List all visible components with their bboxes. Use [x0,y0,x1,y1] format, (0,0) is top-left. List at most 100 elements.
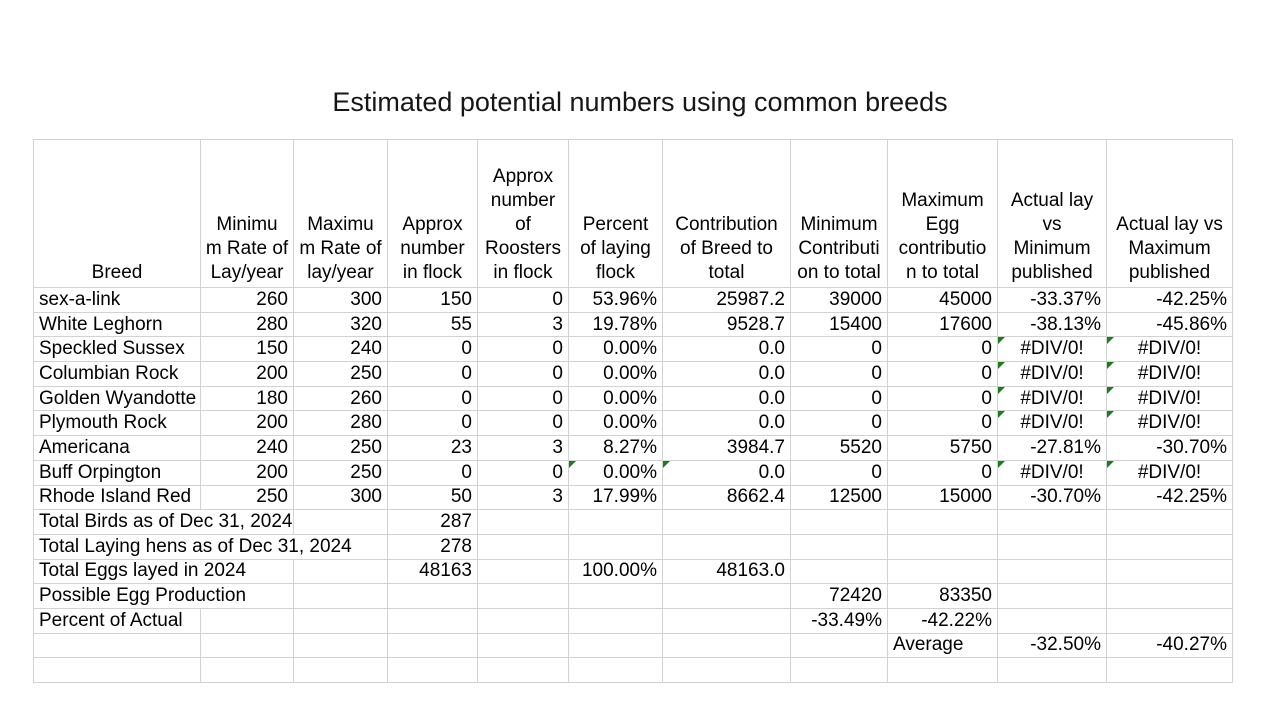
table-cell[interactable] [477,632,569,659]
table-cell[interactable]: 3 [477,484,569,511]
table-cell[interactable] [293,607,388,634]
table-cell[interactable] [997,558,1107,585]
table-cell[interactable] [200,632,294,659]
table-cell[interactable] [1106,509,1233,535]
table-cell[interactable] [662,632,791,659]
table-cell[interactable]: 72420 [790,583,888,609]
table-cell[interactable] [568,607,663,634]
table-cell[interactable] [887,657,998,683]
table-cell[interactable]: Possible Egg Production [33,583,294,609]
table-cell[interactable]: 8662.4 [662,484,791,511]
table-cell[interactable]: Plymouth Rock [33,410,201,437]
table-cell[interactable]: 15400 [790,311,888,338]
table-cell[interactable] [1106,583,1233,609]
table-cell[interactable]: -42.25% [1106,484,1233,511]
table-cell[interactable]: Percent of Actual [33,607,201,634]
table-cell[interactable] [662,509,791,535]
table-cell[interactable]: 280 [200,311,294,338]
table-cell[interactable] [1106,657,1233,683]
table-cell[interactable] [477,509,569,535]
table-cell[interactable]: 260 [293,385,388,412]
table-cell[interactable] [387,583,478,609]
table-cell[interactable] [477,583,569,609]
table-cell[interactable]: 0 [887,385,998,412]
column-header-flock-number[interactable]: Approx number in flock [387,139,478,288]
table-cell[interactable]: #DIV/0! [997,459,1107,486]
table-cell[interactable]: 240 [293,336,388,363]
column-header-breed[interactable]: Breed [33,139,201,288]
table-cell[interactable]: -38.13% [997,311,1107,338]
table-cell[interactable] [33,657,201,683]
table-cell[interactable] [1106,533,1233,560]
table-cell[interactable] [200,657,294,683]
table-cell[interactable]: 250 [293,361,388,387]
table-cell[interactable]: 0.0 [662,459,791,486]
table-cell[interactable] [477,607,569,634]
table-cell[interactable]: 240 [200,435,294,461]
table-cell[interactable] [477,533,569,560]
table-cell[interactable]: 3984.7 [662,435,791,461]
table-cell[interactable] [387,607,478,634]
table-cell[interactable]: 48163.0 [662,558,791,585]
table-cell[interactable]: 300 [293,484,388,511]
table-cell[interactable]: 39000 [790,287,888,313]
table-cell[interactable]: #DIV/0! [1106,336,1233,363]
column-header-percent-laying[interactable]: Percent of laying flock [568,139,663,288]
table-cell[interactable] [662,607,791,634]
table-cell[interactable]: 12500 [790,484,888,511]
table-cell[interactable] [33,632,201,659]
table-cell[interactable] [1106,558,1233,585]
table-cell[interactable]: 0 [477,287,569,313]
table-cell[interactable]: 83350 [887,583,998,609]
table-cell[interactable]: Average [887,632,998,659]
table-cell[interactable]: 0 [790,361,888,387]
table-cell[interactable]: -45.86% [1106,311,1233,338]
table-cell[interactable]: 0 [790,459,888,486]
table-cell[interactable]: 0 [477,385,569,412]
table-cell[interactable]: Speckled Sussex [33,336,201,363]
table-cell[interactable]: 9528.7 [662,311,791,338]
table-cell[interactable] [887,509,998,535]
table-cell[interactable]: #DIV/0! [997,336,1107,363]
table-cell[interactable] [477,657,569,683]
table-cell[interactable] [790,558,888,585]
table-cell[interactable]: 150 [387,287,478,313]
table-cell[interactable]: 0.00% [568,459,663,486]
table-cell[interactable]: 0 [477,361,569,387]
table-cell[interactable] [568,583,663,609]
column-header-max-rate[interactable]: Maximu m Rate of lay/year [293,139,388,288]
table-cell[interactable]: 45000 [887,287,998,313]
table-cell[interactable]: 0 [887,336,998,363]
table-cell[interactable] [997,583,1107,609]
column-header-roosters[interactable]: Approx number of Roosters in flock [477,139,569,288]
table-cell[interactable]: Total Eggs layed in 2024 [33,558,294,585]
table-cell[interactable]: 0.00% [568,336,663,363]
table-cell[interactable] [387,657,478,683]
table-cell[interactable]: 0 [387,459,478,486]
table-cell[interactable] [997,607,1107,634]
table-cell[interactable] [790,632,888,659]
table-cell[interactable] [997,657,1107,683]
table-cell[interactable]: 0 [387,410,478,437]
table-cell[interactable] [1106,607,1233,634]
table-cell[interactable]: 250 [293,459,388,486]
table-cell[interactable]: 50 [387,484,478,511]
table-cell[interactable]: 250 [293,435,388,461]
table-cell[interactable]: 0 [477,336,569,363]
table-cell[interactable]: 8.27% [568,435,663,461]
table-cell[interactable]: 0 [887,361,998,387]
table-cell[interactable]: 0 [887,410,998,437]
table-cell[interactable]: 260 [200,287,294,313]
column-header-breed-contribution[interactable]: Contribution of Breed to total [662,139,791,288]
table-cell[interactable]: 0 [387,336,478,363]
table-cell[interactable]: 200 [200,410,294,437]
table-cell[interactable]: 0 [387,385,478,412]
table-cell[interactable]: 5750 [887,435,998,461]
table-cell[interactable]: 0.0 [662,385,791,412]
table-cell[interactable]: 0.00% [568,385,663,412]
table-cell[interactable] [662,583,791,609]
table-cell[interactable]: Total Birds as of Dec 31, 2024 [33,509,294,535]
table-cell[interactable]: 53.96% [568,287,663,313]
table-cell[interactable]: 17600 [887,311,998,338]
table-cell[interactable] [477,558,569,585]
